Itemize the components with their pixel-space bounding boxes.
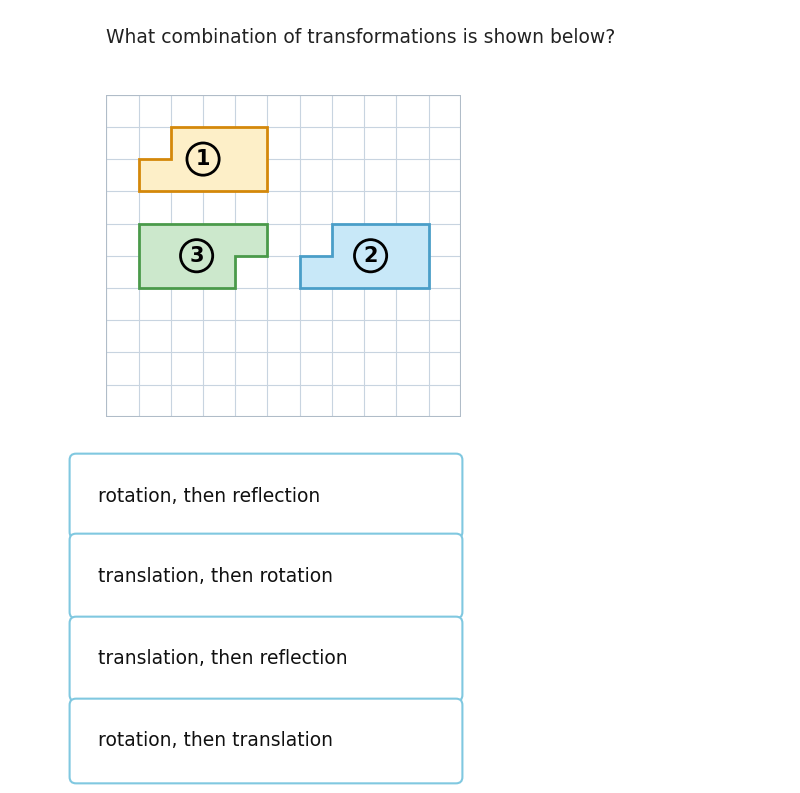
- Text: 2: 2: [363, 246, 378, 266]
- Text: 1: 1: [196, 149, 210, 169]
- Polygon shape: [300, 224, 429, 288]
- Text: translation, then rotation: translation, then rotation: [98, 566, 334, 585]
- Text: What combination of transformations is shown below?: What combination of transformations is s…: [106, 28, 616, 47]
- Text: 3: 3: [190, 246, 204, 266]
- Polygon shape: [138, 127, 267, 191]
- Polygon shape: [138, 224, 267, 288]
- Text: rotation, then reflection: rotation, then reflection: [98, 486, 321, 505]
- Text: rotation, then translation: rotation, then translation: [98, 731, 334, 750]
- Text: translation, then reflection: translation, then reflection: [98, 649, 348, 668]
